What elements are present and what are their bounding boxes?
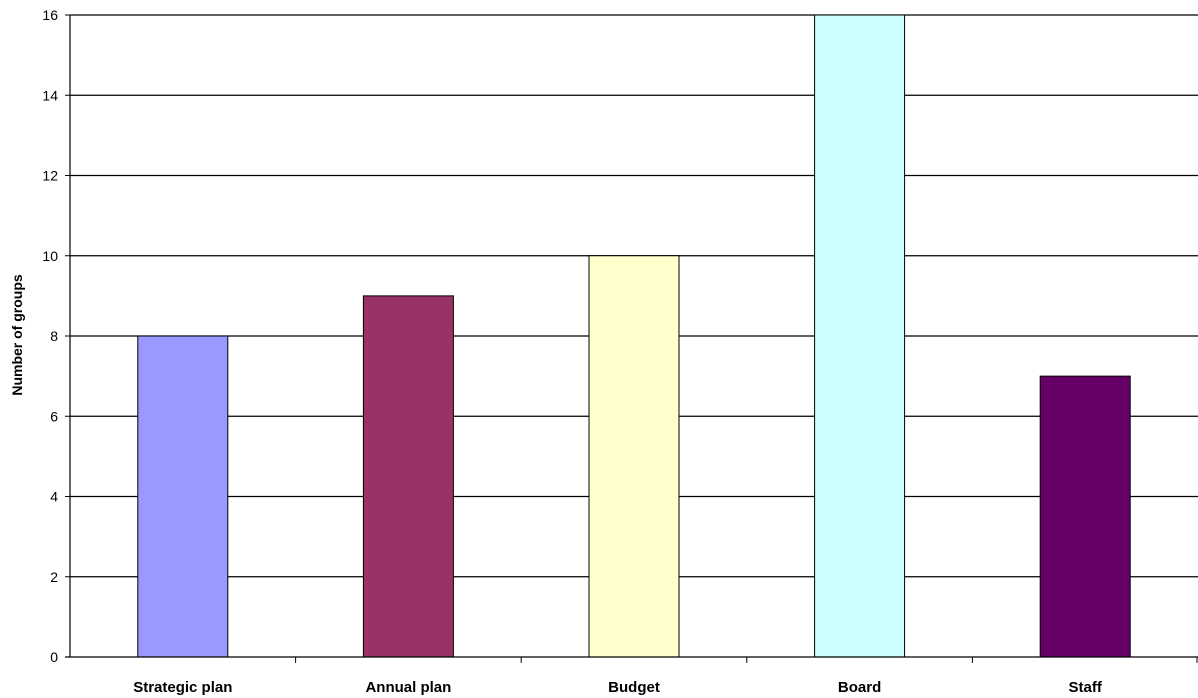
x-category-label: Strategic plan (133, 679, 232, 696)
bar (362, 295, 454, 658)
y-tick-label: 4 (50, 489, 58, 505)
y-tick-label: 10 (42, 248, 58, 264)
y-tick-label: 6 (50, 408, 58, 424)
y-tick-label: 14 (42, 87, 58, 103)
y-tick-label: 8 (50, 328, 58, 344)
bar (137, 335, 229, 658)
y-axis-title: Number of groups (9, 274, 25, 396)
x-category-label: Budget (608, 679, 660, 696)
y-tick-label: 12 (42, 168, 58, 184)
bar (588, 255, 680, 658)
bar (1039, 375, 1131, 658)
axes (65, 14, 1198, 663)
bars (137, 14, 1131, 658)
y-tick-label: 0 (50, 649, 58, 665)
bar (814, 14, 906, 658)
y-tick-label: 16 (42, 7, 58, 23)
x-category-label: Staff (1069, 679, 1103, 696)
y-tick-labels: 0 2 4 6 8 10 12 14 16 (42, 7, 58, 665)
x-category-label: Board (838, 679, 881, 696)
y-tick-label: 2 (50, 569, 58, 585)
x-category-label: Annual plan (365, 679, 451, 696)
x-category-labels: Strategic plan Annual plan Budget Board Staf… (133, 679, 1103, 696)
